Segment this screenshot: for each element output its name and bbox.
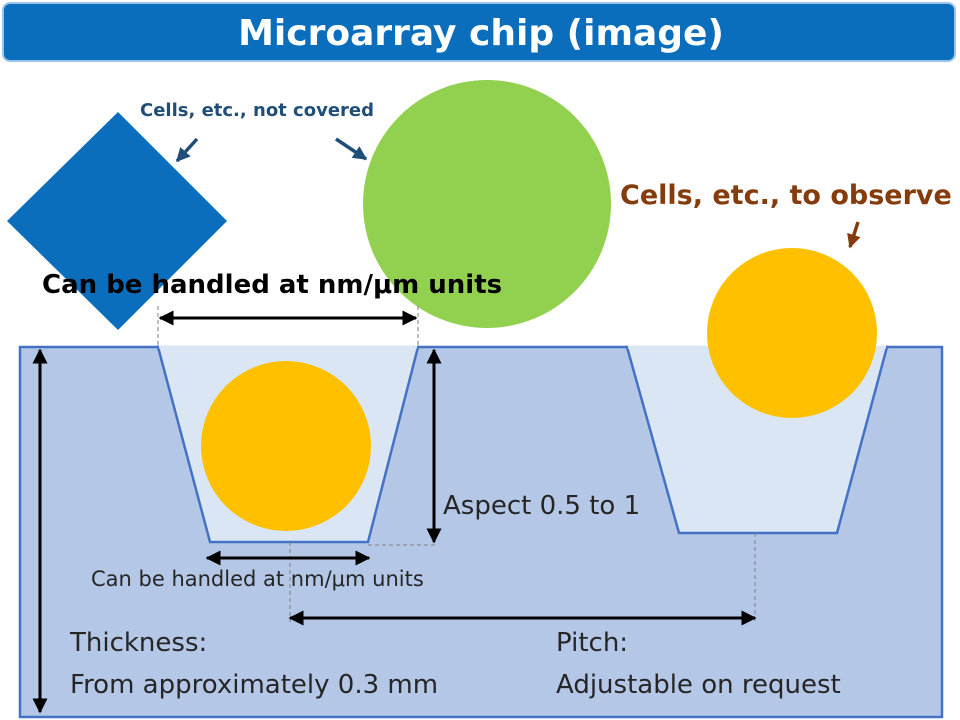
label-aspect: Aspect 0.5 to 1 — [443, 491, 641, 521]
label-to-observe: Cells, etc., to observe — [620, 180, 952, 211]
label-bottom-width: Can be handled at nm/μm units — [91, 567, 424, 591]
label-pitch-value: Adjustable on request — [556, 670, 841, 700]
label-thickness-value: From approximately 0.3 mm — [70, 670, 439, 700]
orange-circle-in-well — [201, 361, 371, 531]
label-not-covered: Cells, etc., not covered — [140, 100, 374, 121]
orange-circle-right — [707, 248, 877, 418]
arrow-to-diamond — [175, 137, 199, 163]
diagram-title: Microarray chip (image) — [238, 13, 724, 54]
label-pitch-title: Pitch: — [556, 628, 629, 658]
arrow-to-green-circle — [335, 137, 368, 161]
arrow-to-orange-circle — [847, 221, 861, 249]
label-thickness-title: Thickness: — [70, 628, 208, 658]
title-bar: Microarray chip (image) — [2, 2, 956, 62]
diamond-shape — [7, 112, 227, 330]
label-top-width: Can be handled at nm/μm units — [42, 270, 503, 300]
green-circle — [363, 80, 611, 328]
